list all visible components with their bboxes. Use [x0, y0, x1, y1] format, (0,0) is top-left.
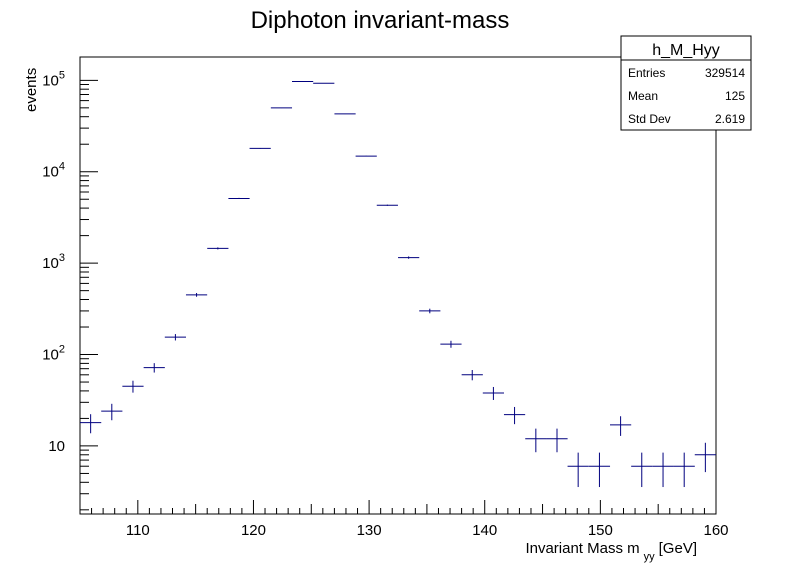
- x-tick-label: 140: [472, 522, 497, 539]
- data-point: [228, 197, 250, 200]
- y-tick-label-base: 10: [42, 164, 59, 181]
- y-tick-label-exponent: 3: [59, 252, 65, 264]
- data-point: [185, 292, 208, 297]
- data-point: [440, 340, 462, 348]
- data-point: [482, 386, 504, 400]
- x-tick-label: 110: [126, 522, 150, 539]
- y-tick-label-base: 10: [42, 72, 59, 89]
- y-axis-label: events: [23, 68, 40, 112]
- data-point: [525, 428, 547, 453]
- y-tick-label-base: 10: [42, 347, 59, 364]
- stats-entries-value: 329514: [705, 66, 745, 80]
- data-point: [398, 256, 420, 259]
- chart-title: Diphoton invariant-mass: [251, 7, 510, 34]
- stats-stddev-value: 2.619: [715, 112, 745, 126]
- y-tick-label: 104: [42, 161, 65, 181]
- y-tick-label-exponent: 2: [59, 344, 65, 356]
- y-tick-label-exponent: 4: [59, 161, 65, 173]
- y-tick-label-base: 10: [48, 438, 65, 455]
- data-point: [80, 414, 102, 434]
- x-axis-label-sub: yy: [644, 551, 656, 563]
- x-axis-label: Invariant Mass m yy [GeV]: [525, 540, 697, 563]
- data-point: [355, 155, 377, 157]
- data-point: [249, 147, 271, 149]
- data-point: [419, 308, 441, 314]
- stats-mean-label: Mean: [628, 89, 658, 103]
- data-point: [122, 380, 144, 393]
- x-tick-label: 120: [241, 522, 266, 539]
- data-point: [610, 416, 632, 436]
- stats-mean-value: 125: [725, 89, 745, 103]
- y-tick-label: 105: [42, 69, 65, 89]
- data-point: [567, 452, 589, 488]
- stats-stddev-label: Std Dev: [628, 112, 671, 126]
- data-point: [164, 334, 186, 341]
- stats-entries-label: Entries: [628, 66, 665, 80]
- data-point: [631, 452, 653, 488]
- x-axis: 110 120 130 140 150 160: [79, 500, 729, 539]
- data-series: [80, 81, 716, 488]
- data-point: [461, 369, 483, 381]
- data-point: [207, 247, 229, 250]
- data-point: [546, 428, 568, 453]
- x-tick-label: 150: [588, 522, 613, 539]
- y-tick-label: 10: [48, 438, 65, 455]
- x-axis-label-main: Invariant Mass m: [525, 540, 639, 557]
- data-point: [143, 363, 165, 373]
- y-tick-label: 102: [42, 344, 65, 364]
- x-tick-label: 130: [357, 522, 382, 539]
- data-point: [652, 452, 674, 488]
- data-point: [588, 452, 611, 488]
- data-point: [694, 442, 716, 473]
- data-point: [503, 406, 526, 425]
- y-tick-label-exponent: 5: [59, 69, 65, 81]
- data-point: [101, 403, 123, 421]
- plot-frame: [79, 56, 717, 515]
- y-tick-label: 103: [42, 252, 65, 272]
- x-axis-label-unit: [GeV]: [659, 540, 697, 557]
- data-point: [376, 204, 398, 206]
- stats-box: h_M_Hyy Entries 329514 Mean 125 Std Dev …: [620, 35, 752, 131]
- data-point: [673, 452, 695, 488]
- x-tick-label: 160: [703, 522, 728, 539]
- y-tick-label-base: 10: [42, 255, 59, 272]
- stats-title: h_M_Hyy: [652, 42, 720, 59]
